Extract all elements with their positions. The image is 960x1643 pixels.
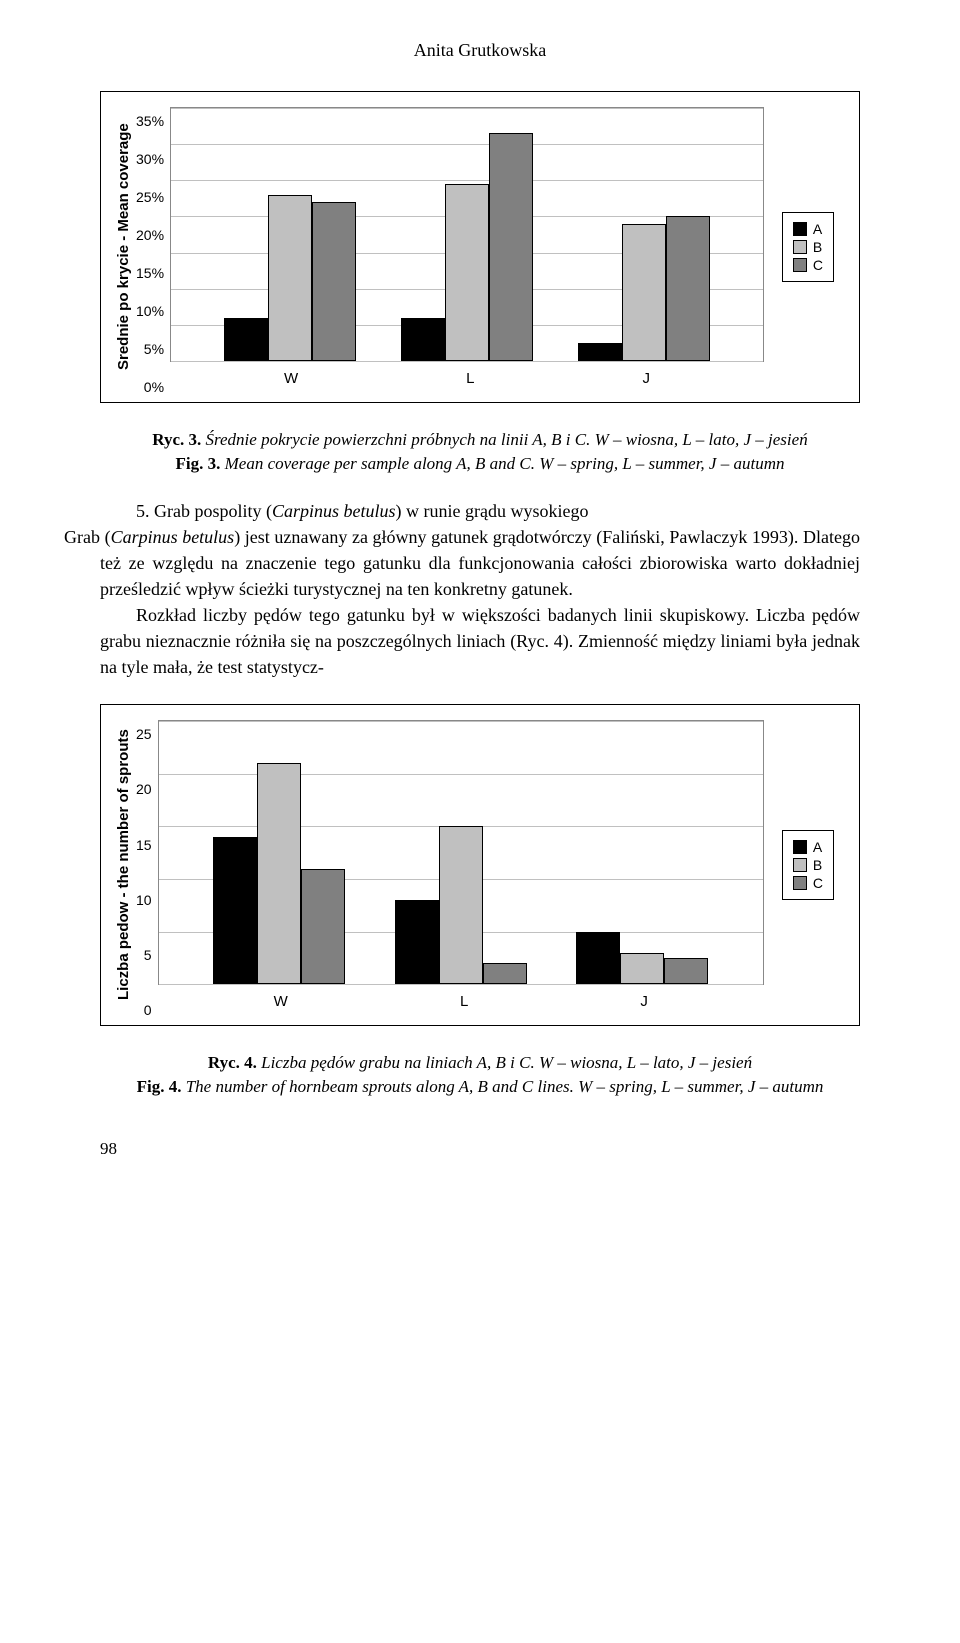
y-tick: 10%	[136, 304, 164, 318]
legend-item: C	[793, 257, 823, 273]
legend-item: B	[793, 857, 823, 873]
bar	[445, 184, 489, 361]
bar	[620, 953, 664, 985]
page-header-author: Anita Grutkowska	[100, 40, 860, 61]
y-tick: 0	[136, 1003, 152, 1017]
x-label: J	[640, 993, 648, 1010]
bar-group	[401, 108, 533, 361]
bar	[483, 963, 527, 984]
bar-group	[578, 108, 710, 361]
y-tick: 20	[136, 782, 152, 796]
legend-item: A	[793, 839, 823, 855]
bar-group	[576, 721, 708, 984]
bar	[224, 318, 268, 361]
caption1-line1: Średnie pokrycie powierzchni próbnych na…	[201, 430, 807, 449]
figure-4-caption: Ryc. 4. Liczba pędów grabu na liniach A,…	[100, 1051, 860, 1099]
bar	[395, 900, 439, 984]
y-tick: 5	[136, 948, 152, 962]
legend-item: A	[793, 221, 823, 237]
caption1-line2: Mean coverage per sample along A, B and …	[220, 454, 784, 473]
y-axis-label: Srednie po krycie - Mean coverage	[111, 107, 136, 387]
caption1-fig: Fig. 3.	[176, 454, 221, 473]
bar	[312, 202, 356, 361]
x-label: W	[274, 993, 288, 1010]
bar	[578, 343, 622, 361]
bar	[576, 932, 620, 985]
x-label: W	[284, 370, 298, 387]
chart-1: Srednie po krycie - Mean coverage35% 30% 2…	[100, 91, 860, 403]
bar-group	[395, 721, 527, 984]
x-label: L	[460, 993, 468, 1010]
x-label: L	[466, 370, 474, 387]
figure-3-caption: Ryc. 3. Średnie pokrycie powierzchni pró…	[100, 428, 860, 476]
bar	[664, 958, 708, 984]
y-axis-label: Liczba pedow - the number of sprouts	[111, 720, 136, 1010]
body-p1-it1: Carpinus betulus	[272, 501, 396, 521]
y-tick: 30%	[136, 152, 164, 166]
bar	[622, 224, 666, 361]
bar	[257, 763, 301, 984]
bar	[268, 195, 312, 361]
x-label: J	[643, 370, 651, 387]
bar	[401, 318, 445, 361]
bar	[439, 826, 483, 984]
y-tick: 5%	[136, 342, 164, 356]
y-tick: 15%	[136, 266, 164, 280]
y-tick: 15	[136, 838, 152, 852]
caption2-ryc: Ryc. 4.	[208, 1053, 257, 1072]
body-text: 5. Grab pospolity (Carpinus betulus) w r…	[100, 498, 860, 681]
bar	[666, 216, 710, 361]
body-p1-b: ) w runie grądu wysokiego	[396, 501, 589, 521]
y-tick: 35%	[136, 114, 164, 128]
y-tick: 25%	[136, 190, 164, 204]
y-tick: 20%	[136, 228, 164, 242]
legend: ABC	[782, 830, 834, 900]
body-p1-a: 5. Grab pospolity (	[136, 501, 272, 521]
body-p1-it2: Carpinus betulus	[111, 527, 235, 547]
y-tick: 0%	[136, 380, 164, 394]
body-p1-c: Grab (	[64, 527, 111, 547]
bar-group	[224, 108, 356, 361]
caption2-line1: Liczba pędów grabu na liniach A, B i C. …	[257, 1053, 752, 1072]
bar	[213, 837, 257, 984]
bar-group	[213, 721, 345, 984]
caption2-fig: Fig. 4.	[137, 1077, 182, 1096]
bar	[301, 869, 345, 985]
chart-2: Liczba pedow - the number of sprouts25 20…	[100, 704, 860, 1026]
legend-item: B	[793, 239, 823, 255]
caption2-line2: The number of hornbeam sprouts along A, …	[181, 1077, 823, 1096]
legend-item: C	[793, 875, 823, 891]
legend: ABC	[782, 212, 834, 282]
caption1-ryc: Ryc. 3.	[152, 430, 201, 449]
y-tick: 10	[136, 893, 152, 907]
bar	[489, 133, 533, 361]
body-p2: Rozkład liczby pędów tego gatunku był w …	[100, 602, 860, 680]
y-tick: 25	[136, 727, 152, 741]
page-number: 98	[100, 1139, 860, 1159]
